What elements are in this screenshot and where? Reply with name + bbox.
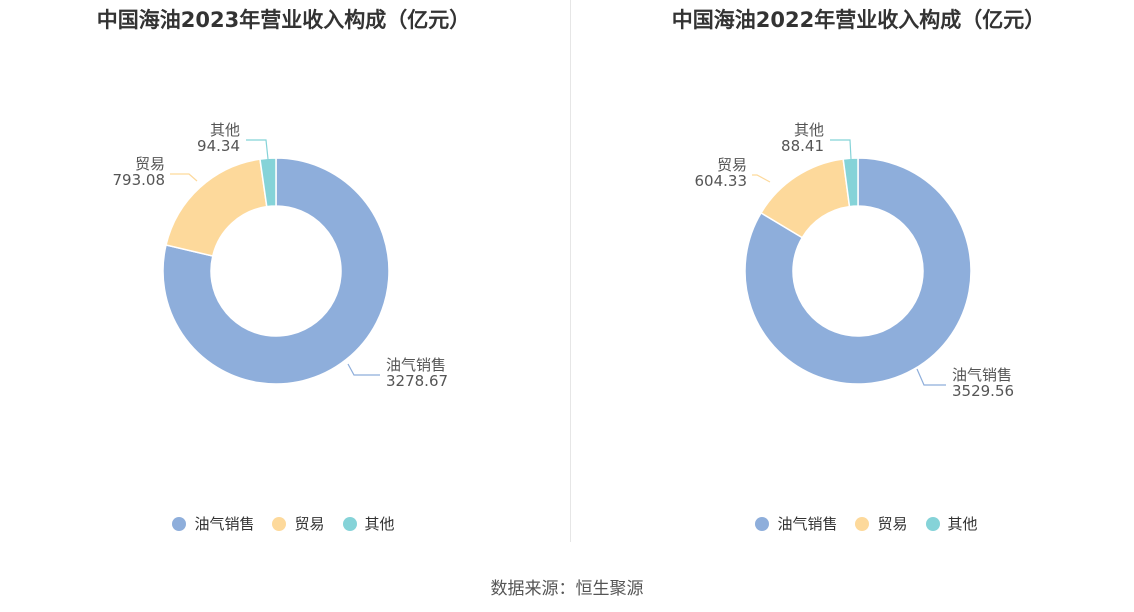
legend-swatch-trade	[855, 516, 870, 531]
label-leader-line	[347, 363, 380, 376]
slice-name-label: 其他	[210, 121, 240, 139]
label-leader-line	[916, 368, 946, 386]
slice-name-label: 贸易	[717, 156, 747, 174]
chart-2023: 中国海油2023年营业收入构成（亿元） 油气销售 3278.67 贸易 793.08 其…	[0, 0, 567, 560]
slice-other[interactable]	[259, 157, 277, 208]
legend-item-other[interactable]: 其他	[925, 513, 978, 534]
legend-swatch-other	[925, 516, 940, 531]
slice-name-label: 其他	[794, 121, 824, 139]
legend-swatch-oil-gas	[755, 516, 770, 531]
legend-swatch-other	[342, 516, 357, 531]
legend-item-oil-gas[interactable]: 油气销售	[172, 513, 254, 534]
legend-label: 油气销售	[777, 515, 838, 533]
chart-title: 中国海油2023年营业收入构成（亿元）	[96, 8, 471, 32]
chart-title: 中国海油2022年营业收入构成（亿元）	[671, 8, 1046, 32]
slice-value-label: 3278.67	[386, 372, 448, 390]
slice-name-label: 贸易	[135, 155, 165, 173]
slice-value-label: 3529.56	[952, 382, 1014, 400]
legend: 油气销售 贸易 其他	[0, 513, 567, 534]
legend-label: 其他	[947, 515, 978, 533]
legend-label: 其他	[364, 515, 395, 533]
panel-divider	[570, 0, 571, 542]
legend-swatch-oil-gas	[172, 516, 187, 531]
legend-label: 油气销售	[194, 515, 255, 533]
slice-oil-gas[interactable]	[162, 157, 390, 385]
label-leader-line	[170, 173, 198, 182]
legend-swatch-trade	[272, 516, 287, 531]
slice-other[interactable]	[842, 157, 859, 208]
data-source: 数据来源：恒生聚源	[490, 579, 644, 599]
legend-label: 贸易	[294, 515, 325, 533]
slice-name-label: 油气销售	[952, 366, 1012, 384]
slice-oil-gas[interactable]	[744, 157, 972, 385]
label-leader-line	[752, 174, 771, 183]
legend-item-trade[interactable]: 贸易	[272, 513, 325, 534]
label-leader-line	[830, 139, 852, 160]
legend: 油气销售 贸易 其他	[583, 513, 1134, 534]
slice-value-label: 793.08	[113, 171, 166, 189]
label-leader-line	[246, 139, 269, 160]
legend-label: 贸易	[877, 515, 908, 533]
chart-2022: 中国海油2022年营业收入构成（亿元） 油气销售 3529.56 贸易 604.33 其…	[567, 0, 1134, 560]
legend-item-other[interactable]: 其他	[342, 513, 395, 534]
legend-item-trade[interactable]: 贸易	[855, 513, 908, 534]
legend-item-oil-gas[interactable]: 油气销售	[755, 513, 837, 534]
slice-value-label: 94.34	[197, 137, 240, 155]
slice-value-label: 604.33	[695, 172, 748, 190]
slice-name-label: 油气销售	[386, 356, 446, 374]
slice-value-label: 88.41	[781, 137, 824, 155]
